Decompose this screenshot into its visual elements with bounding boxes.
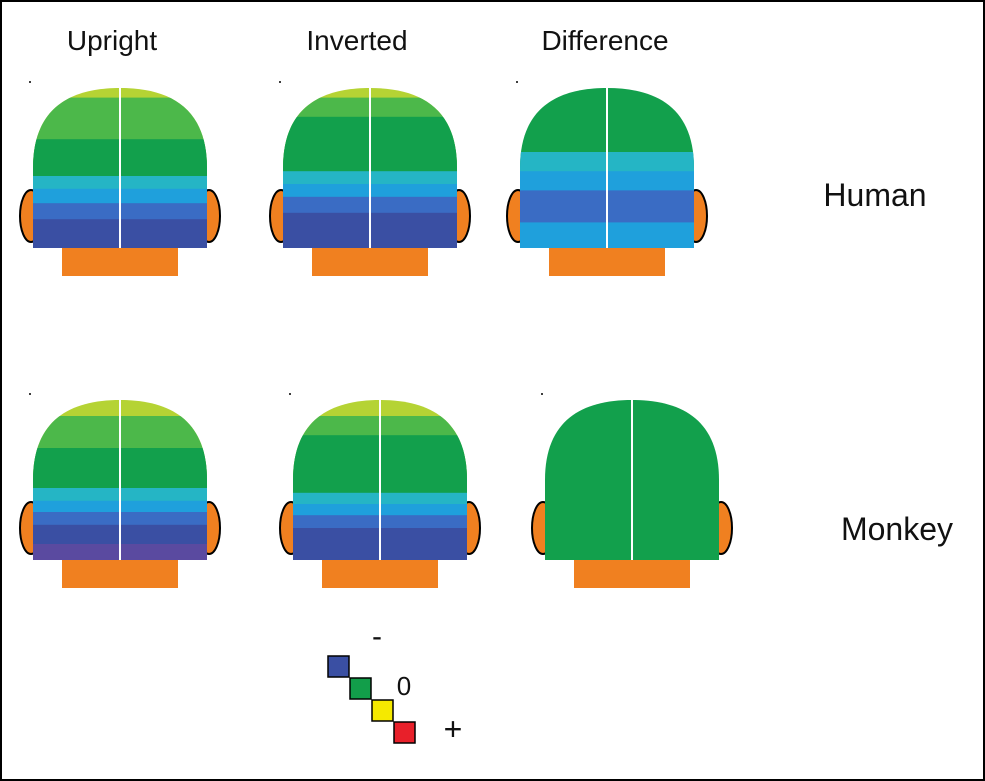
row-label: Human xyxy=(823,177,926,213)
color-legend: - 0 + xyxy=(327,620,463,747)
neck xyxy=(62,246,178,276)
marker-dot xyxy=(289,393,291,395)
column-label: Inverted xyxy=(306,25,407,56)
heads xyxy=(19,81,733,588)
marker-dot xyxy=(279,81,281,83)
marker-dot xyxy=(541,393,543,395)
legend-swatch xyxy=(327,655,350,678)
column-label: Difference xyxy=(541,25,668,56)
legend-swatch xyxy=(393,721,416,744)
legend-swatch xyxy=(371,699,394,722)
legend-positive: + xyxy=(444,711,463,747)
neck xyxy=(574,558,690,588)
column-label: Upright xyxy=(67,25,157,56)
legend-zero: 0 xyxy=(397,671,411,701)
neck xyxy=(322,558,438,588)
row-label: Monkey xyxy=(841,511,953,547)
neck xyxy=(62,558,178,588)
legend-negative: - xyxy=(372,620,382,653)
marker-dot xyxy=(29,81,31,83)
marker-dot xyxy=(516,81,518,83)
neck xyxy=(312,246,428,276)
neck xyxy=(549,246,665,276)
legend-swatch xyxy=(349,677,372,700)
marker-dot xyxy=(29,393,31,395)
